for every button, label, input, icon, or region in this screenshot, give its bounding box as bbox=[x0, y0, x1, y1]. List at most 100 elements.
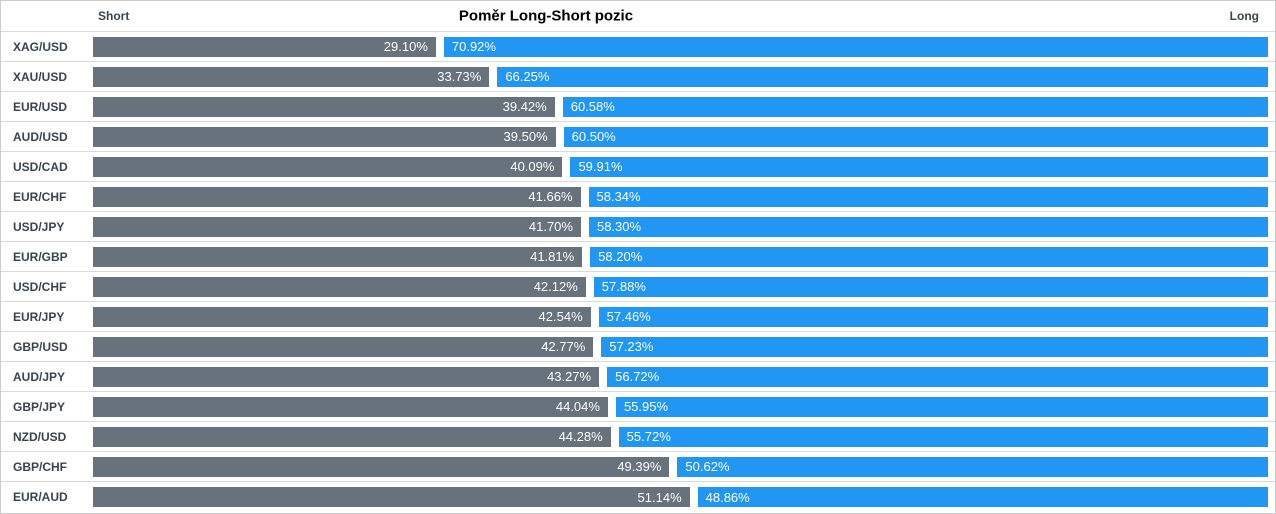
short-value-label: 42.12% bbox=[533, 279, 578, 294]
chart-row: USD/JPY 41.70% 58.30% bbox=[1, 212, 1275, 242]
short-value-label: 44.04% bbox=[555, 399, 600, 414]
pair-label: XAG/USD bbox=[13, 39, 68, 54]
bar-pair: 42.54% 57.46% bbox=[93, 306, 1268, 327]
long-bar: 50.62% bbox=[677, 456, 1268, 477]
long-value-label: 57.23% bbox=[609, 339, 654, 354]
pair-label: EUR/JPY bbox=[13, 309, 65, 324]
short-bar: 41.66% bbox=[93, 186, 581, 207]
pair-label: EUR/CHF bbox=[13, 189, 67, 204]
bar-pair: 40.09% 59.91% bbox=[93, 156, 1268, 177]
chart-row: GBP/USD 42.77% 57.23% bbox=[1, 332, 1275, 362]
long-value-label: 55.95% bbox=[623, 399, 669, 414]
bar-pair: 42.12% 57.88% bbox=[93, 276, 1268, 297]
pair-label: EUR/USD bbox=[13, 99, 68, 114]
short-value-label: 44.28% bbox=[558, 429, 603, 444]
short-bar: 44.04% bbox=[93, 396, 608, 417]
long-bar: 55.95% bbox=[615, 396, 1268, 417]
short-bar: 44.28% bbox=[93, 426, 611, 447]
pair-label: USD/CAD bbox=[13, 159, 68, 174]
bar-pair: 41.70% 58.30% bbox=[93, 216, 1268, 237]
chart-row: NZD/USD 44.28% 55.72% bbox=[1, 422, 1275, 452]
bar-pair: 39.42% 60.58% bbox=[93, 96, 1268, 117]
pair-label: USD/JPY bbox=[13, 219, 65, 234]
short-value-label: 49.39% bbox=[617, 459, 662, 474]
long-bar: 56.72% bbox=[607, 366, 1268, 387]
short-value-label: 51.14% bbox=[637, 489, 682, 505]
pair-label: EUR/AUD bbox=[13, 490, 68, 504]
bar-pair: 41.81% 58.20% bbox=[93, 246, 1268, 267]
long-value-label: 55.72% bbox=[626, 429, 671, 444]
long-bar: 60.58% bbox=[562, 96, 1268, 117]
pair-label: AUD/JPY bbox=[13, 369, 66, 384]
long-value-label: 58.20% bbox=[598, 249, 643, 264]
bar-pair: 51.14% 48.86% bbox=[93, 487, 1268, 507]
chart-row: XAG/USD 29.10% 70.92% bbox=[1, 32, 1275, 62]
chart-row: EUR/GBP 41.81% 58.20% bbox=[1, 242, 1275, 272]
long-bar: 48.86% bbox=[697, 487, 1268, 507]
chart-header: Short Poměr Long-Short pozic Long bbox=[1, 1, 1275, 32]
bar-pair: 49.39% 50.62% bbox=[93, 456, 1268, 477]
chart-row: EUR/USD 39.42% 60.58% bbox=[1, 92, 1275, 122]
chart-row: USD/CAD 40.09% 59.91% bbox=[1, 152, 1275, 182]
long-bar: 66.25% bbox=[497, 66, 1268, 87]
short-bar: 42.54% bbox=[93, 306, 591, 327]
short-value-label: 41.66% bbox=[528, 189, 573, 204]
bar-pair: 41.66% 58.34% bbox=[93, 186, 1268, 207]
long-bar: 58.34% bbox=[588, 186, 1268, 207]
short-value-label: 41.70% bbox=[528, 219, 573, 234]
short-value-label: 42.54% bbox=[538, 309, 583, 324]
short-bar: 33.73% bbox=[93, 66, 490, 87]
short-value-label: 43.27% bbox=[547, 369, 592, 384]
long-bar: 57.46% bbox=[598, 306, 1268, 327]
pair-label: GBP/CHF bbox=[13, 459, 67, 474]
chart-row: GBP/CHF 49.39% 50.62% bbox=[1, 452, 1275, 482]
short-bar: 42.12% bbox=[93, 276, 586, 297]
pair-label: EUR/GBP bbox=[13, 249, 68, 264]
long-bar: 70.92% bbox=[443, 36, 1268, 57]
short-bar: 51.14% bbox=[93, 487, 690, 507]
chart-title: Poměr Long-Short pozic bbox=[458, 7, 634, 25]
long-value-label: 60.50% bbox=[571, 129, 616, 144]
pair-label: AUD/USD bbox=[13, 129, 68, 144]
short-bar: 49.39% bbox=[93, 456, 670, 477]
short-bar: 29.10% bbox=[93, 36, 436, 57]
chart-rows: XAG/USD 29.10% 70.92% XAU/USD 33.73% 66.25% EU… bbox=[1, 32, 1275, 512]
chart-row: EUR/JPY 42.54% 57.46% bbox=[1, 302, 1275, 332]
pair-label: GBP/JPY bbox=[13, 399, 66, 414]
short-bar: 41.81% bbox=[93, 246, 583, 267]
short-axis-label: Short bbox=[98, 9, 130, 23]
long-value-label: 66.25% bbox=[505, 69, 550, 84]
long-value-label: 56.72% bbox=[615, 369, 660, 384]
short-bar: 42.77% bbox=[93, 336, 594, 357]
short-value-label: 39.42% bbox=[502, 99, 547, 114]
pair-label: NZD/USD bbox=[13, 429, 67, 444]
chart-row: AUD/JPY 43.27% 56.72% bbox=[1, 362, 1275, 392]
bar-pair: 44.04% 55.95% bbox=[93, 396, 1268, 417]
long-value-label: 60.58% bbox=[570, 99, 615, 114]
long-bar: 57.88% bbox=[593, 276, 1268, 297]
long-value-label: 57.88% bbox=[601, 279, 646, 294]
bar-pair: 29.10% 70.92% bbox=[93, 36, 1268, 57]
chart-row: EUR/CHF 41.66% 58.34% bbox=[1, 182, 1275, 212]
short-bar: 43.27% bbox=[93, 366, 600, 387]
long-bar: 58.30% bbox=[588, 216, 1268, 237]
short-value-label: 40.09% bbox=[510, 159, 555, 174]
short-bar: 39.50% bbox=[93, 126, 556, 147]
pair-label: GBP/USD bbox=[13, 339, 68, 354]
bar-pair: 42.77% 57.23% bbox=[93, 336, 1268, 357]
bar-pair: 44.28% 55.72% bbox=[93, 426, 1268, 447]
chart-row: USD/CHF 42.12% 57.88% bbox=[1, 272, 1275, 302]
long-value-label: 58.30% bbox=[596, 219, 642, 234]
long-bar: 59.91% bbox=[570, 156, 1268, 177]
short-value-label: 29.10% bbox=[383, 39, 428, 54]
long-bar: 58.20% bbox=[590, 246, 1268, 267]
long-value-label: 58.34% bbox=[596, 189, 641, 204]
short-value-label: 33.73% bbox=[437, 69, 482, 84]
chart-row: XAU/USD 33.73% 66.25% bbox=[1, 62, 1275, 92]
long-bar: 55.72% bbox=[618, 426, 1268, 447]
bar-pair: 33.73% 66.25% bbox=[93, 66, 1268, 87]
short-bar: 41.70% bbox=[93, 216, 581, 237]
long-value-label: 70.92% bbox=[451, 39, 496, 54]
short-bar: 40.09% bbox=[93, 156, 563, 177]
